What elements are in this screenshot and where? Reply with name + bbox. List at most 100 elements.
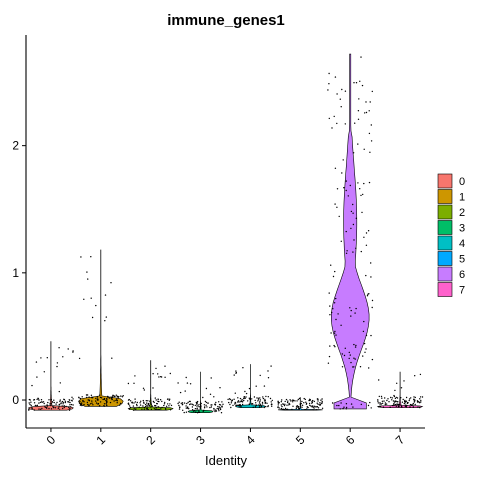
cell-point <box>56 401 58 404</box>
cell-point <box>52 406 54 408</box>
cell-point <box>359 188 361 190</box>
cell-point <box>150 403 152 405</box>
cell-point <box>378 405 381 408</box>
cell-point <box>245 392 248 395</box>
cell-point <box>92 404 94 406</box>
cell-point <box>139 404 142 406</box>
cell-point <box>111 398 113 400</box>
cell-point <box>133 382 135 384</box>
cell-point <box>90 256 92 258</box>
cell-point <box>340 240 342 242</box>
cell-point <box>297 398 299 401</box>
cell-point <box>297 407 300 409</box>
cell-point <box>232 404 234 407</box>
cell-point <box>227 398 229 401</box>
cell-point <box>147 406 149 408</box>
cell-point <box>353 357 355 359</box>
cell-point <box>106 399 108 401</box>
cell-point <box>99 396 102 399</box>
cell-point <box>49 403 51 405</box>
cell-point <box>367 230 370 232</box>
cell-point <box>140 400 142 402</box>
cell-point <box>269 397 272 400</box>
cell-point <box>128 398 130 401</box>
cell-point <box>196 407 198 409</box>
cell-point <box>154 397 156 399</box>
cell-point <box>336 206 338 208</box>
cell-point <box>85 394 88 396</box>
cell-point <box>330 264 332 266</box>
cell-point <box>188 400 191 403</box>
x-tick-label: 3 <box>193 432 208 447</box>
legend-key-0 <box>437 173 453 189</box>
cell-point <box>111 357 113 359</box>
cell-point <box>256 397 258 399</box>
cell-point <box>83 298 85 300</box>
cell-point <box>189 403 191 406</box>
cell-point <box>335 297 337 300</box>
cell-point <box>30 404 32 407</box>
cell-point <box>105 403 107 405</box>
cell-point <box>305 401 307 403</box>
cell-point <box>183 402 186 404</box>
cell-point <box>388 401 390 403</box>
cell-point <box>281 405 283 408</box>
cell-point <box>38 408 40 410</box>
cell-point <box>277 406 279 409</box>
cell-point <box>203 404 206 406</box>
cell-point <box>115 399 117 402</box>
cell-point <box>365 348 367 350</box>
cell-point <box>29 399 31 401</box>
cell-point <box>243 396 245 398</box>
cell-point <box>58 407 60 409</box>
cell-point <box>86 396 88 399</box>
cell-point <box>71 399 73 402</box>
cell-point <box>242 367 244 369</box>
cell-point <box>259 403 262 405</box>
cell-point <box>153 408 156 410</box>
cell-point <box>155 399 157 401</box>
cell-point <box>63 405 65 407</box>
cell-point <box>255 402 257 404</box>
cell-point <box>53 401 55 404</box>
cell-point <box>345 406 348 409</box>
cell-point <box>270 365 272 367</box>
cell-point <box>308 398 311 400</box>
cell-point <box>420 399 422 402</box>
cell-point <box>58 405 60 407</box>
cell-point <box>391 404 394 407</box>
cell-point <box>80 256 82 258</box>
cell-point <box>41 401 43 403</box>
cell-point <box>402 398 404 401</box>
cell-point <box>393 404 395 407</box>
cell-point <box>78 357 81 360</box>
cell-point <box>68 409 71 411</box>
cell-point <box>310 405 312 407</box>
cell-point <box>353 239 355 241</box>
legend: 0 1 2 3 4 5 6 7 <box>437 173 465 297</box>
cell-point <box>350 210 353 213</box>
cell-point <box>378 395 380 398</box>
cell-point <box>289 399 291 401</box>
cell-point <box>95 402 98 404</box>
cell-point <box>258 402 261 404</box>
cell-point <box>336 122 338 125</box>
legend-key-3 <box>437 220 453 235</box>
cell-point <box>278 407 280 409</box>
cell-point <box>177 402 179 405</box>
cell-point <box>158 376 160 378</box>
cell-point <box>110 396 112 398</box>
cell-point <box>159 399 162 401</box>
cell-point <box>416 401 419 403</box>
cell-point <box>381 400 384 402</box>
cell-point <box>102 398 104 401</box>
cell-point <box>303 397 305 400</box>
cell-point <box>218 410 220 412</box>
cell-point <box>47 401 49 404</box>
cell-point <box>59 382 61 384</box>
cell-point <box>213 407 215 410</box>
cell-point <box>81 404 83 407</box>
cell-point <box>259 400 261 403</box>
x-axis-title: Identity <box>205 453 247 468</box>
